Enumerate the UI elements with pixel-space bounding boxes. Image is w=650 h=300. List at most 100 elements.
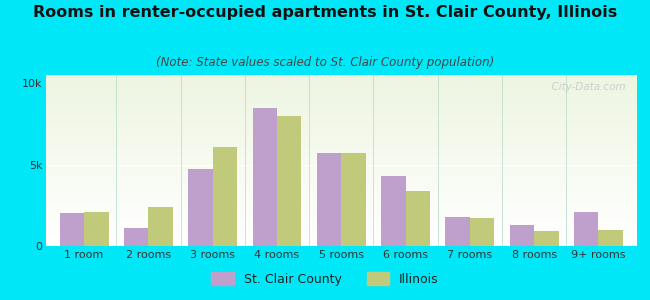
Bar [46, 181, 637, 182]
Bar [46, 203, 637, 204]
Bar [46, 162, 637, 163]
Bar [46, 99, 637, 100]
Bar [46, 127, 637, 128]
Bar [46, 168, 637, 169]
Bar [46, 86, 637, 87]
Bar [46, 100, 637, 101]
Bar [46, 158, 637, 159]
Bar [46, 218, 637, 219]
Bar [46, 231, 637, 232]
Bar [534, 231, 558, 246]
Bar [46, 89, 637, 90]
Bar [46, 92, 637, 93]
Bar [46, 228, 637, 229]
Bar [46, 118, 637, 119]
Bar [46, 102, 637, 103]
Bar [46, 188, 637, 189]
Bar [46, 132, 637, 133]
Bar [124, 228, 148, 246]
Bar [46, 120, 637, 121]
Bar [46, 160, 637, 161]
Bar [46, 221, 637, 222]
Bar [46, 139, 637, 140]
Bar [46, 169, 637, 170]
Bar [46, 83, 637, 84]
Bar [46, 106, 637, 107]
Bar [46, 243, 637, 244]
Bar [46, 155, 637, 156]
Bar [46, 202, 637, 203]
Bar [46, 91, 637, 92]
Bar [60, 213, 84, 246]
Bar [46, 237, 637, 238]
Bar [46, 112, 637, 113]
Bar [46, 238, 637, 239]
Bar [46, 197, 637, 198]
Bar [46, 215, 637, 216]
Bar [46, 214, 637, 215]
Bar [46, 145, 637, 146]
Bar [46, 206, 637, 207]
Bar [46, 111, 637, 112]
Bar [46, 124, 637, 125]
Bar [46, 166, 637, 167]
Bar [46, 107, 637, 108]
Legend: St. Clair County, Illinois: St. Clair County, Illinois [206, 267, 444, 291]
Bar [46, 187, 637, 188]
Bar [46, 235, 637, 236]
Bar [46, 131, 637, 132]
Bar [46, 134, 637, 135]
Bar [46, 93, 637, 94]
Bar [46, 148, 637, 149]
Bar [46, 184, 637, 185]
Bar [46, 163, 637, 164]
Bar [46, 114, 637, 115]
Bar [46, 234, 637, 235]
Bar [510, 225, 534, 246]
Bar [46, 140, 637, 141]
Bar [46, 164, 637, 165]
Bar [46, 183, 637, 184]
Bar [46, 133, 637, 134]
Bar [406, 190, 430, 246]
Bar [46, 193, 637, 194]
Bar [46, 172, 637, 173]
Bar [46, 219, 637, 220]
Bar [46, 81, 637, 82]
Bar [46, 94, 637, 95]
Bar [46, 98, 637, 99]
Bar [46, 150, 637, 151]
Bar [46, 90, 637, 91]
Bar [46, 177, 637, 178]
Bar [317, 153, 341, 246]
Bar [46, 174, 637, 175]
Bar [46, 78, 637, 79]
Bar [253, 108, 277, 246]
Bar [46, 104, 637, 105]
Bar [46, 77, 637, 78]
Bar [46, 85, 637, 86]
Bar [46, 82, 637, 83]
Bar [46, 115, 637, 116]
Bar [46, 167, 637, 168]
Bar [46, 84, 637, 85]
Bar [46, 194, 637, 195]
Bar [277, 116, 302, 246]
Bar [46, 195, 637, 196]
Bar [46, 226, 637, 227]
Bar [46, 159, 637, 160]
Bar [46, 165, 637, 166]
Bar [46, 170, 637, 171]
Bar [46, 110, 637, 111]
Bar [46, 223, 637, 224]
Bar [46, 153, 637, 154]
Bar [46, 190, 637, 191]
Bar [46, 199, 637, 200]
Bar [46, 128, 637, 129]
Bar [46, 208, 637, 209]
Bar [188, 169, 213, 246]
Bar [46, 136, 637, 137]
Bar [46, 151, 637, 152]
Text: Rooms in renter-occupied apartments in St. Clair County, Illinois: Rooms in renter-occupied apartments in S… [33, 4, 617, 20]
Bar [46, 149, 637, 150]
